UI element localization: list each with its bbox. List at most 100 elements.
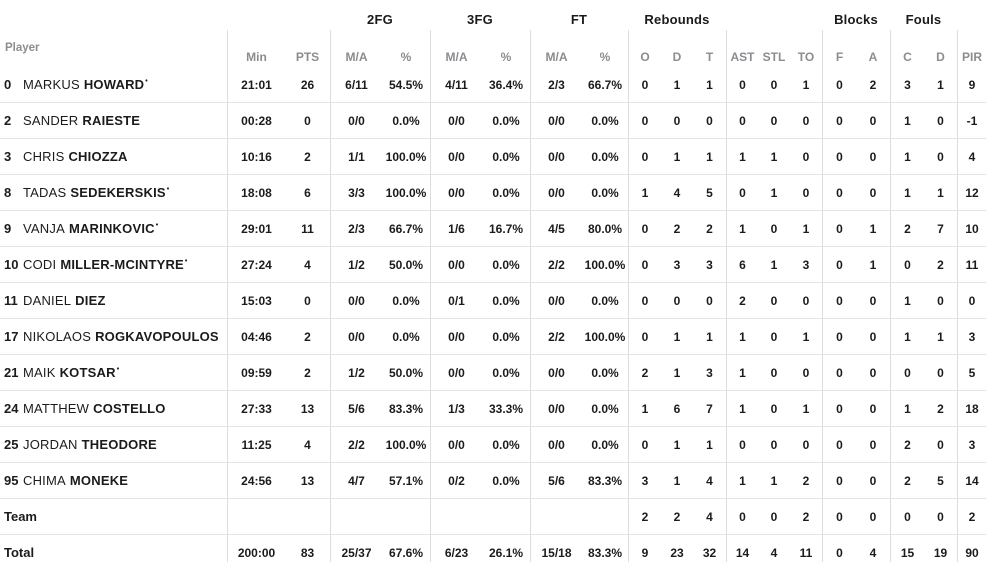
cell-ft_pct: 0.0% [591, 401, 619, 416]
group-header-fouls: Fouls [905, 12, 942, 27]
cell-ft_ma: 0/0 [530, 391, 582, 426]
col-header-reb-t: T [705, 50, 714, 64]
cell-to: 1 [802, 221, 810, 236]
cell-blk_a: 0 [869, 365, 877, 380]
cell-ft_pct: 83.3% [587, 545, 623, 560]
player-row: 17 NIKOLAOS ROGKAVOPOULOS 04:46 2 0/0 0.0% 0/0 0… [0, 319, 986, 355]
player-first-name: VANJA [23, 221, 65, 236]
cell-ast: 14 [726, 535, 758, 562]
player-number: 17 [4, 329, 19, 344]
player-cell: 21 MAIK KOTSAR • [0, 355, 227, 390]
cell-blk_f: 0 [822, 175, 856, 210]
cell-min: 18:08 [227, 175, 285, 210]
cell-ft_ma: 0/0 [530, 283, 582, 318]
cell-fg3_pct: 16.7% [488, 221, 524, 236]
cell-fg3_pct: 0.0% [492, 437, 520, 452]
cell-ft_pct: 0.0% [591, 149, 619, 164]
col-header-to: TO [797, 50, 815, 64]
cell-reb_t: 2 [706, 221, 713, 236]
cell-fg3_ma: 0/1 [430, 283, 482, 318]
cell-pts: 6 [304, 185, 311, 200]
cell-reb_o: 0 [628, 139, 661, 174]
col-header-blk-a: A [868, 50, 878, 64]
cell-pts: 4 [304, 257, 311, 272]
cell-ast: 2 [726, 283, 758, 318]
cell-min: 00:28 [227, 103, 285, 138]
cell-min: 29:01 [227, 211, 285, 246]
cell-reb_t: 1 [706, 77, 713, 92]
col-header-pir: PIR [957, 30, 986, 67]
player-cell: 8 TADAS SEDEKERSKIS • [0, 175, 227, 210]
player-first-name: DANIEL [23, 293, 72, 308]
cell-blk_f: 0 [822, 427, 856, 462]
cell-reb_d: 1 [673, 365, 681, 380]
cell-stl: 0 [770, 365, 778, 380]
cell-blk_a: 1 [869, 257, 877, 272]
starter-dot: • [166, 186, 170, 193]
row-label: Total [4, 545, 35, 560]
cell-fg2_pct: 54.5% [388, 77, 424, 92]
cell-fg2_pct: 66.7% [388, 221, 424, 236]
cell-ft_ma: 5/6 [530, 463, 582, 498]
player-last-name: KOTSAR [59, 365, 116, 380]
starter-dot: • [116, 366, 120, 373]
row-label: Team [4, 509, 37, 524]
col-header-ft-pct: % [599, 50, 611, 64]
cell-fg3_pct: 0.0% [492, 257, 520, 272]
table-body: 0 MARKUS HOWARD • 21:01 26 6/11 54.5% 4/11 36.4% 2… [0, 67, 986, 562]
player-row: 9 VANJA MARINKOVIC • 29:01 11 2/3 66.7% 1/6 16.7%… [0, 211, 986, 247]
cell-reb_o: 9 [628, 535, 661, 562]
cell-to: 0 [802, 113, 810, 128]
cell-stl: 1 [770, 473, 778, 488]
cell-fg3_ma: 0/0 [430, 103, 482, 138]
cell-blk_f: 0 [822, 499, 856, 534]
cell-blk_a: 2 [869, 77, 877, 92]
cell-to: 3 [802, 257, 810, 272]
team-row: Team 2 2 4 0 0 2 0 0 0 0 2 [0, 499, 986, 535]
cell-ft_ma: 0/0 [530, 355, 582, 390]
cell-fg2_pct: 57.1% [388, 473, 424, 488]
cell-blk_f: 0 [822, 211, 856, 246]
player-first-name: CODI [23, 257, 57, 272]
cell-to: 0 [802, 293, 810, 308]
cell-foul_d: 1 [937, 185, 944, 200]
cell-reb_o: 2 [628, 355, 661, 390]
player-number: 11 [4, 293, 18, 308]
cell-blk_a: 4 [869, 545, 877, 560]
cell-foul_c: 1 [890, 283, 924, 318]
player-last-name: CHIOZZA [68, 149, 128, 164]
cell-foul_c: 2 [890, 211, 924, 246]
cell-ft_ma: 0/0 [530, 175, 582, 210]
cell-ast: 1 [726, 355, 758, 390]
col-header-ast: AST [726, 30, 758, 67]
cell-reb_d: 6 [673, 401, 681, 416]
cell-pts: 11 [301, 221, 314, 236]
cell-reb_t: 0 [706, 113, 713, 128]
cell-pts: 4 [304, 437, 311, 452]
cell-ast: 0 [726, 175, 758, 210]
player-row: 2 SANDER RAIESTE 00:28 0 0/0 0.0% 0/0 0.0% 0/0 0.0… [0, 103, 986, 139]
cell-pir: 9 [957, 67, 986, 102]
cell-fg2_pct: 0.0% [392, 293, 420, 308]
col-header-foul-d: D [936, 50, 945, 64]
cell-pir: 4 [957, 139, 986, 174]
cell-stl: 0 [770, 113, 778, 128]
player-cell: 95 CHIMA MONEKE [0, 463, 227, 498]
cell-reb_d: 23 [670, 545, 684, 560]
cell-pir: 5 [957, 355, 986, 390]
starter-dot: • [145, 78, 148, 85]
cell-pir: 3 [957, 427, 986, 462]
cell-ast: 1 [726, 391, 758, 426]
cell-fg2_pct: 100.0% [385, 185, 427, 200]
cell-foul_c: 15 [890, 535, 924, 562]
cell-fg2_ma: 0/0 [330, 283, 382, 318]
player-number: 0 [4, 77, 12, 92]
cell-stl: 0 [770, 437, 778, 452]
cell-ft_pct: 0.0% [591, 113, 619, 128]
cell-stl: 1 [770, 185, 778, 200]
cell-fg2_pct: 100.0% [385, 437, 427, 452]
cell-foul_d: 1 [937, 329, 944, 344]
player-row: 21 MAIK KOTSAR • 09:59 2 1/2 50.0% 0/0 0.0% 0/0 0.0… [0, 355, 986, 391]
cell-foul_d: 7 [937, 221, 944, 236]
cell-pts: 26 [300, 77, 315, 92]
